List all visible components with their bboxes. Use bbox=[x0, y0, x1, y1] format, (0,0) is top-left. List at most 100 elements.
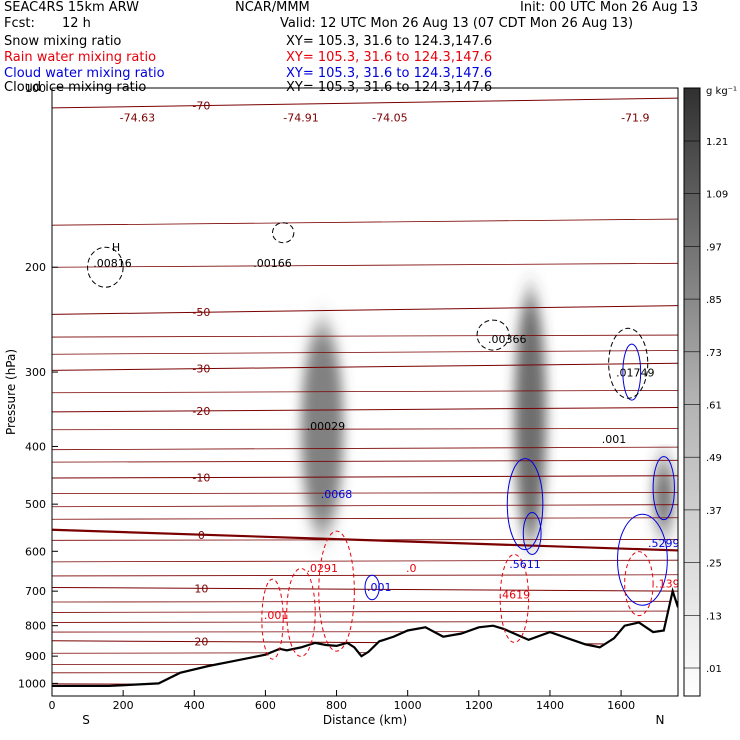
isotherm-label: -70 bbox=[192, 99, 210, 112]
isotherm-label: -30 bbox=[192, 363, 210, 376]
isotherm-minor-12 bbox=[52, 559, 678, 563]
maximum-label: .4619 bbox=[499, 588, 531, 601]
end-label-north: N bbox=[656, 713, 665, 727]
isotherm-minor-6 bbox=[52, 446, 678, 451]
axes: 0 200 400 600 800 1000 1200 1400 160020030040050… bbox=[4, 82, 664, 727]
rain-water-contour-1 bbox=[286, 567, 316, 657]
isotherm-label: 0 bbox=[198, 529, 205, 542]
isotherm-minor-16 bbox=[52, 621, 678, 623]
center-name: NCAR/MMM bbox=[235, 0, 310, 15]
rain-water-contour-3 bbox=[499, 553, 530, 643]
isotherm--30 bbox=[52, 362, 678, 371]
field-snow-xy: XY= 105.3, 31.6 to 124.3,147.6 bbox=[286, 34, 493, 49]
maximum-label: .00166 bbox=[253, 257, 292, 270]
isotherm-label: -20 bbox=[192, 405, 210, 418]
maximum-label: .001 bbox=[367, 581, 392, 594]
isotherm--20 bbox=[52, 406, 678, 413]
model-name: SEAC4RS 15km ARW bbox=[4, 0, 140, 15]
terrain-line bbox=[52, 587, 678, 688]
isotherm-label: 20 bbox=[194, 636, 208, 649]
maximum-label: .1392 bbox=[655, 577, 687, 590]
y-tick-label: 800 bbox=[25, 620, 46, 633]
isotherm--50 bbox=[52, 305, 678, 315]
y-tick-label: 900 bbox=[25, 650, 46, 663]
isotherm-minor-15 bbox=[52, 610, 678, 613]
x-tick-label: 1400 bbox=[536, 699, 564, 712]
maximum-label: .0291 bbox=[307, 562, 339, 575]
field-rain-name: Rain water mixing ratio bbox=[4, 50, 157, 65]
fcst-value: 12 h bbox=[62, 16, 91, 31]
isotherm-minor-13 bbox=[52, 574, 678, 577]
isotherm--70 bbox=[52, 97, 678, 109]
isotherm-minor-9 bbox=[52, 504, 678, 508]
field-rain-xy: XY= 105.3, 31.6 to 124.3,147.6 bbox=[286, 50, 493, 65]
isotherm-minor-2 bbox=[52, 334, 678, 338]
plot-frame bbox=[51, 87, 679, 697]
colorbar-label: .49 bbox=[706, 453, 722, 464]
colorbar-label: 1.21 bbox=[706, 137, 728, 148]
rain-water-contour-4 bbox=[624, 551, 654, 617]
x-axis-title: Distance (km) bbox=[323, 713, 407, 727]
x-tick-label: 200 bbox=[113, 699, 134, 712]
maximum-label: .00366 bbox=[488, 333, 527, 346]
cloud-ice-contour-3 bbox=[608, 327, 649, 399]
colorbar-label: .01 bbox=[706, 664, 722, 675]
isotherm-minor-3 bbox=[52, 350, 678, 355]
y-tick-label: 700 bbox=[25, 585, 46, 598]
field-cloudwater-xy: XY= 105.3, 31.6 to 124.3,147.6 bbox=[286, 66, 493, 81]
valid-time: Valid: 12 UTC Mon 26 Aug 13 (07 CDT Mon … bbox=[280, 16, 634, 31]
y-top-label: 100 bbox=[25, 82, 46, 95]
maximum-label: .00816 bbox=[93, 257, 132, 270]
y-tick-label: 500 bbox=[25, 498, 46, 511]
y-tick-label: 300 bbox=[25, 366, 46, 379]
isotherm-minor-5 bbox=[52, 427, 678, 431]
isotherm--10 bbox=[52, 475, 678, 479]
maximum-label: .5611 bbox=[509, 558, 541, 571]
isotherm-label: -10 bbox=[192, 471, 210, 484]
y-axis-title: Pressure (hPa) bbox=[4, 349, 18, 435]
colorbar-label: .73 bbox=[706, 348, 722, 359]
cloud-ice-contour-2 bbox=[476, 319, 510, 351]
isotherm-minor-0 bbox=[52, 218, 678, 226]
isotherm-minor-7 bbox=[52, 459, 678, 463]
colorbar-unit: g kg⁻¹ bbox=[706, 86, 737, 97]
isotherm-min-label: -74.91 bbox=[283, 111, 318, 124]
x-tick-label: 0 bbox=[49, 699, 56, 712]
y-tick-label: 600 bbox=[25, 545, 46, 558]
maximum-label: .001 bbox=[264, 609, 289, 622]
x-tick-label: 600 bbox=[255, 699, 276, 712]
cloud-water-contour-1 bbox=[522, 511, 542, 555]
isotherm-0 bbox=[52, 528, 678, 552]
x-tick-label: 400 bbox=[184, 699, 205, 712]
x-tick-label: 800 bbox=[326, 699, 347, 712]
rain-water-contour-0 bbox=[261, 578, 284, 660]
isotherm-minor-1 bbox=[52, 262, 678, 268]
cloud-water-contour-2 bbox=[617, 513, 668, 606]
x-tick-label: 1200 bbox=[465, 699, 493, 712]
colorbar-label: .97 bbox=[706, 242, 722, 253]
maximum-label: .5299 bbox=[648, 537, 680, 550]
isotherm-minor-14 bbox=[52, 600, 678, 603]
cloud-water-contour-3 bbox=[652, 456, 675, 521]
maximum-label: .0 bbox=[406, 562, 417, 575]
cloud-water-contour-4 bbox=[364, 574, 380, 601]
x-tick-label: 1000 bbox=[394, 699, 422, 712]
isotherm-minor-8 bbox=[52, 492, 678, 495]
plot-area: -70-50-30-20-100102030-74.63-74.91-74.05… bbox=[52, 97, 687, 696]
colorbar-label: .61 bbox=[706, 401, 722, 412]
end-label-south: S bbox=[82, 713, 90, 727]
y-tick-label: 1000 bbox=[18, 677, 46, 690]
colorbar-label: .37 bbox=[706, 506, 722, 517]
cloud-ice-contour-1 bbox=[272, 222, 295, 244]
maximum-label: .00029 bbox=[307, 420, 346, 433]
colorbar-scale bbox=[683, 87, 701, 697]
colorbar-label: 1.09 bbox=[706, 190, 728, 201]
fcst-label: Fcst: bbox=[4, 16, 35, 31]
rain-water-contour-2 bbox=[318, 530, 355, 652]
cloud-ice-contour-0 bbox=[87, 246, 124, 288]
y-tick-label: 200 bbox=[25, 261, 46, 274]
isotherm-minor-10 bbox=[52, 517, 678, 520]
maximum-label: .001 bbox=[602, 433, 627, 446]
field-snow-name: Snow mixing ratio bbox=[4, 34, 122, 49]
